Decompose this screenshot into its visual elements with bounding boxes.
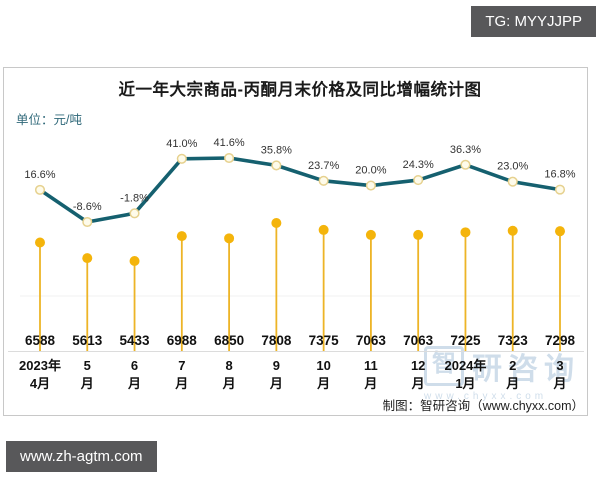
month-axis-labels: 2023年 4月 5 月 6 月 7 月 8 月 9 月 10 月 11 月 12 月 2024年 1月 2 月 3 月 bbox=[19, 358, 566, 391]
month-label-line1: 9 bbox=[273, 358, 280, 373]
price-label: 7375 bbox=[309, 333, 340, 348]
month-label-line1: 2023年 bbox=[19, 358, 61, 373]
price-label: 6588 bbox=[25, 333, 56, 348]
watermark-badge-top-right: TG: MYYJJPP bbox=[471, 6, 596, 37]
pct-line-markers bbox=[34, 152, 566, 228]
month-label-line1: 5 bbox=[84, 358, 91, 373]
month-label-line2: 月 bbox=[127, 376, 141, 391]
pct-value-labels: 16.6% -8.6% -1.8% 41.0% 41.6% 35.8% 23.7% 20.0%… bbox=[24, 137, 575, 213]
pct-label: -1.8% bbox=[120, 192, 149, 204]
price-label: 7808 bbox=[261, 333, 292, 348]
pct-label: 16.6% bbox=[24, 169, 55, 181]
month-label-line2: 月 bbox=[174, 376, 188, 391]
month-label-line2: 月 bbox=[80, 376, 94, 391]
lollipop-dot bbox=[35, 237, 45, 248]
line-marker bbox=[224, 152, 235, 164]
month-label-line2: 月 bbox=[363, 376, 377, 391]
watermark-badge-bottom-left: www.zh-agtm.com bbox=[6, 441, 157, 472]
line-marker bbox=[554, 184, 566, 195]
watermark-url: www.chyxx.com bbox=[424, 391, 548, 402]
watermark-chyxx: 智 研咨询 www.chyxx.com bbox=[424, 344, 594, 402]
watermark-name: 研咨询 bbox=[472, 353, 580, 386]
pct-label: 41.6% bbox=[213, 137, 244, 149]
lollipop-dot bbox=[129, 256, 140, 266]
month-label-line2: 月 bbox=[316, 376, 330, 391]
month-label-line2: 月 bbox=[269, 376, 283, 391]
lollipop-dot bbox=[318, 224, 329, 235]
chyxx-logo-icon: 智 bbox=[424, 346, 464, 386]
lollipop-dot bbox=[555, 226, 565, 237]
pct-label: 36.3% bbox=[450, 144, 481, 156]
month-label-line2: 月 bbox=[552, 376, 566, 391]
line-marker bbox=[507, 176, 518, 187]
pct-line-series bbox=[38, 156, 562, 224]
month-label-line1: 12 bbox=[411, 358, 425, 373]
month-label-line1: 6 bbox=[131, 358, 138, 373]
pct-label: 23.7% bbox=[308, 160, 339, 172]
month-label-line1: 10 bbox=[316, 358, 330, 373]
line-marker bbox=[82, 216, 93, 228]
line-marker bbox=[318, 175, 329, 186]
lollipop-stems bbox=[39, 223, 561, 352]
month-label-line1: 8 bbox=[225, 358, 232, 373]
price-label: 5433 bbox=[120, 333, 151, 348]
pct-label: 23.0% bbox=[497, 161, 528, 173]
lollipop-dot bbox=[82, 253, 93, 264]
price-label: 7298 bbox=[545, 333, 576, 348]
lollipop-dot bbox=[224, 233, 235, 244]
price-value-labels: 6588 5613 5433 6988 6850 7808 7375 7063 7063 7225… bbox=[25, 333, 576, 348]
watermark-logo-row: 智 研咨询 bbox=[424, 344, 594, 388]
price-label: 7225 bbox=[450, 333, 481, 348]
pct-label: 35.8% bbox=[261, 144, 292, 156]
pct-label: 16.8% bbox=[544, 169, 575, 181]
source-note: 制图：智研咨询（www.chyxx.com） bbox=[382, 399, 584, 413]
month-label-line1: 2 bbox=[509, 358, 516, 373]
unit-label: 单位：元/吨 bbox=[16, 113, 82, 127]
pct-label: -8.6% bbox=[73, 201, 102, 213]
pct-label: 24.3% bbox=[403, 159, 434, 171]
lollipop-dot bbox=[271, 218, 282, 228]
line-marker bbox=[271, 160, 282, 171]
line-marker bbox=[129, 208, 140, 219]
price-label: 7323 bbox=[498, 333, 529, 348]
lollipop-dot bbox=[460, 227, 471, 238]
price-label: 5613 bbox=[72, 333, 103, 348]
lollipop-dot bbox=[176, 231, 187, 242]
chart-title: 近一年大宗商品-丙酮月末价格及同比增幅统计图 bbox=[118, 81, 482, 99]
month-label-line1: 7 bbox=[178, 358, 185, 373]
month-label-line1: 3 bbox=[556, 358, 563, 373]
lollipop-dot bbox=[507, 225, 518, 236]
price-label: 6988 bbox=[167, 333, 198, 348]
lollipop-dot bbox=[365, 229, 376, 240]
lollipop-dots bbox=[35, 218, 565, 266]
lollipop-dot bbox=[413, 229, 424, 240]
month-label-line2: 月 bbox=[222, 376, 236, 391]
month-label-line2: 4月 bbox=[30, 376, 50, 391]
price-label: 7063 bbox=[356, 333, 387, 348]
pct-label: 20.0% bbox=[355, 165, 386, 177]
month-label-line2: 月 bbox=[505, 376, 519, 391]
month-label-line1: 11 bbox=[364, 358, 378, 373]
line-marker bbox=[34, 184, 46, 195]
line-marker bbox=[460, 159, 471, 170]
price-label: 7063 bbox=[403, 333, 434, 348]
month-label-line1: 2024年 bbox=[444, 358, 486, 373]
line-marker bbox=[365, 180, 376, 191]
month-label-line2: 月 bbox=[411, 376, 425, 391]
line-marker bbox=[176, 153, 187, 164]
month-label-line2: 1月 bbox=[455, 376, 475, 391]
pct-label: 41.0% bbox=[166, 138, 197, 150]
price-label: 6850 bbox=[214, 333, 244, 348]
pct-line bbox=[38, 156, 562, 224]
chart-frame bbox=[3, 67, 588, 416]
line-marker bbox=[413, 175, 424, 186]
